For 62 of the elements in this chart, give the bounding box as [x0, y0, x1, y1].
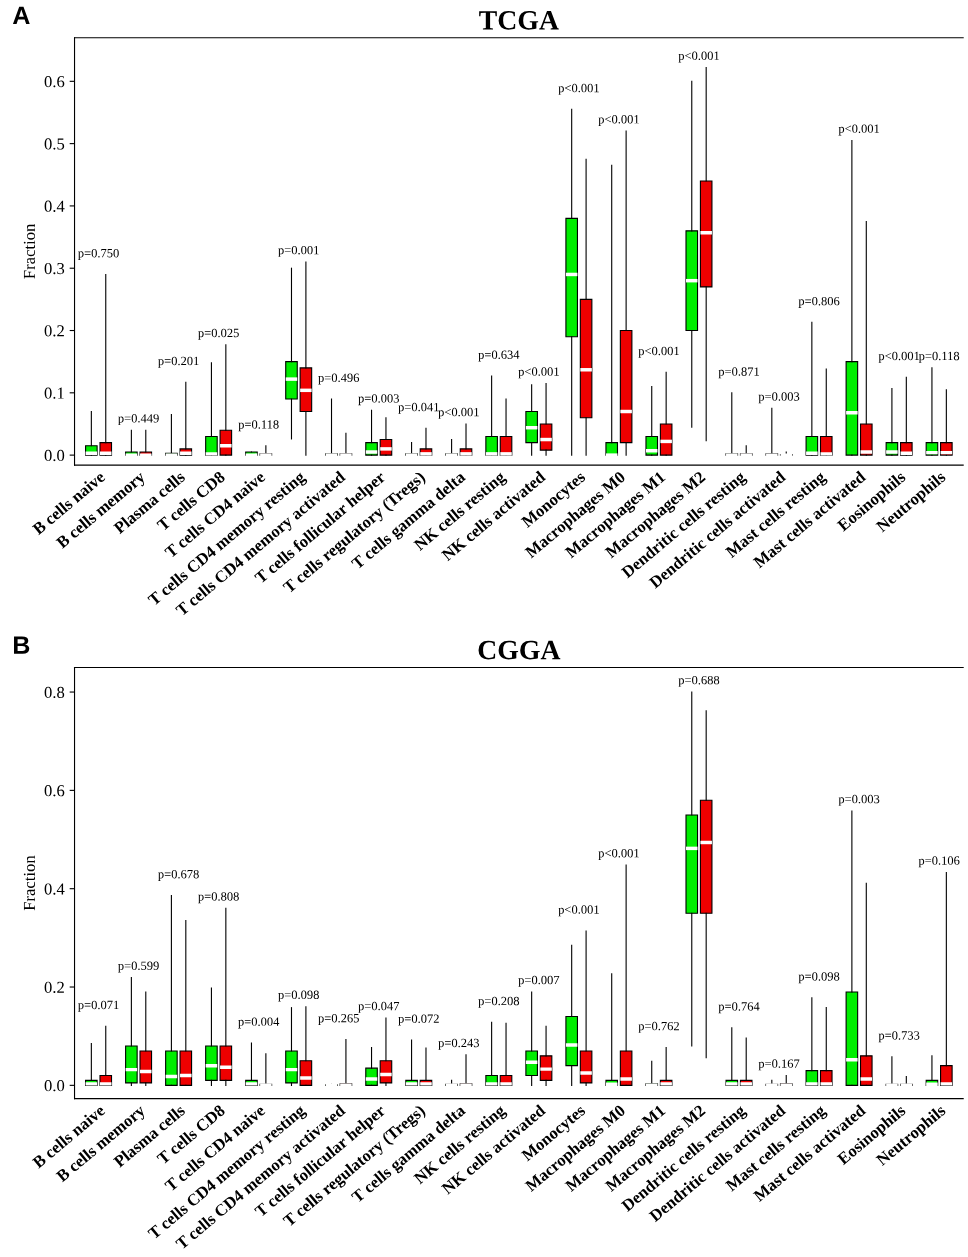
annotation: p=0.265: [318, 1013, 359, 1025]
annotation: p=0.072: [398, 1014, 439, 1026]
chart-subtitle: B: [14, 636, 30, 654]
annotation: p=0.041: [398, 402, 439, 414]
annotation: p=0.764: [718, 1002, 760, 1014]
annotation: p=0.118: [918, 351, 960, 363]
chart-title: CGGA: [478, 640, 561, 660]
y-tick-label: 0.3: [44, 262, 65, 275]
annotation: p=0.118: [238, 420, 279, 432]
annotation: p<0.001: [598, 115, 639, 127]
annotation: p=0.678: [158, 869, 199, 881]
annotation: p=0.003: [838, 794, 880, 806]
annotation: p=0.449: [118, 414, 159, 426]
annotation: p=0.599: [118, 961, 159, 973]
annotation: p=0.003: [758, 392, 800, 404]
y-tick-label: 0.8: [44, 686, 65, 699]
annotation: p=0.496: [318, 373, 360, 385]
annotation: p=0.007: [518, 975, 560, 987]
annotation: p<0.001: [518, 367, 559, 379]
annotation: p=0.208: [478, 996, 520, 1008]
annotation: p<0.001: [558, 905, 599, 917]
chart-title: TCGA: [479, 10, 559, 30]
y-axis-title: Fraction: [23, 223, 36, 279]
annotation: p=0.047: [358, 1001, 400, 1013]
y-tick-label: 0.4: [44, 883, 65, 895]
annotation: p=0.871: [718, 367, 759, 379]
y-axis-title: Fraction: [23, 855, 36, 911]
annotation: p=0.688: [678, 675, 720, 687]
annotation: p<0.001: [558, 83, 599, 95]
annotation: p=0.201: [158, 356, 199, 368]
annotation: p=0.003: [358, 394, 399, 406]
annotation: p=0.004: [238, 1017, 280, 1029]
y-tick-label: 0.5: [44, 138, 65, 150]
annotation: p=0.750: [78, 248, 119, 260]
y-tick-label: 0.0: [44, 449, 65, 462]
annotation: p<0.001: [838, 124, 880, 136]
annotation: p<0.001: [678, 51, 719, 63]
y-tick-label: 0.4: [44, 200, 65, 212]
y-tick-label: 0.2: [44, 981, 64, 994]
y-tick-label: 0.2: [44, 325, 64, 337]
annotation: p=0.001: [278, 245, 319, 257]
annotation: p=0.106: [918, 856, 960, 868]
y-tick-label: 0.1: [44, 387, 64, 399]
y-tick-label: 0.6: [44, 785, 65, 797]
annotation: p=0.167: [758, 1059, 800, 1071]
annotation: p=0.071: [78, 1000, 119, 1012]
annotation: p=0.808: [198, 892, 239, 904]
annotation: p<0.001: [438, 407, 479, 419]
y-tick-label: 0.6: [44, 76, 65, 88]
annotation: p=0.098: [798, 972, 840, 984]
annotation: p=0.806: [798, 296, 840, 308]
annotation: p=0.733: [878, 1031, 920, 1043]
annotation: p<0.001: [878, 351, 920, 363]
annotation: p<0.001: [638, 346, 679, 358]
annotation: p=0.025: [198, 328, 239, 340]
annotation: p=0.098: [278, 990, 319, 1002]
chart-subtitle: A: [12, 6, 30, 24]
annotation: p<0.001: [598, 848, 639, 860]
y-tick-label: 0.0: [44, 1080, 65, 1092]
annotation: p=0.243: [438, 1038, 480, 1050]
annotation: p=0.762: [638, 1021, 679, 1033]
annotation: p=0.634: [478, 350, 520, 362]
